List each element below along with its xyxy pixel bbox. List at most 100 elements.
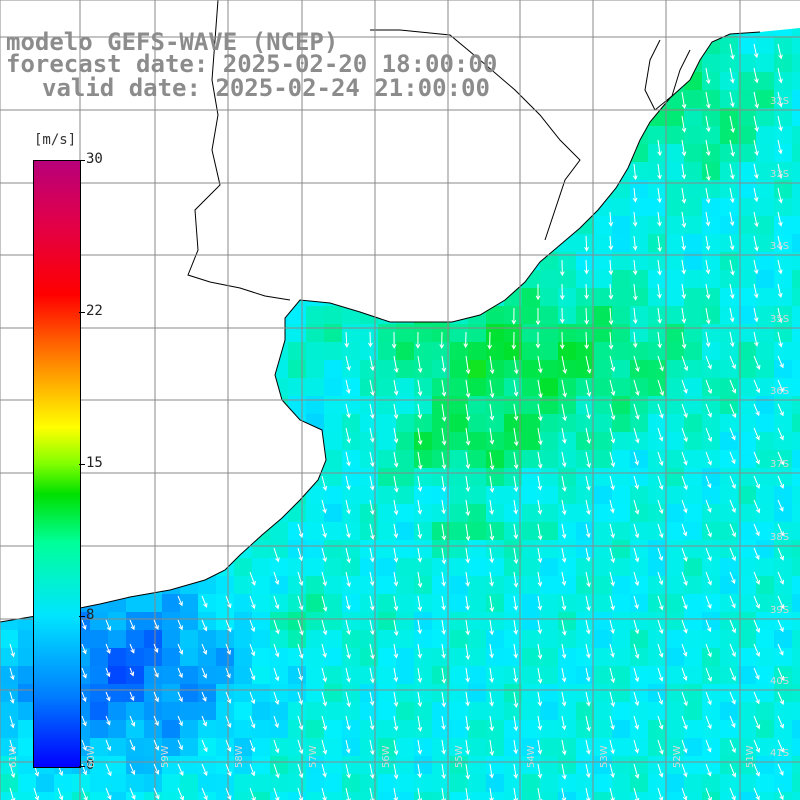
- wind-speed-cell: [36, 774, 55, 793]
- wind-speed-cell: [792, 378, 800, 397]
- wind-speed-cell: [648, 612, 667, 631]
- wind-speed-cell: [666, 702, 685, 721]
- wind-speed-cell: [720, 396, 739, 415]
- wind-arrow: [489, 499, 494, 515]
- wind-speed-cell: [666, 342, 685, 361]
- wind-speed-cell: [90, 666, 109, 685]
- wind-speed-cell: [18, 666, 37, 685]
- wind-speed-cell: [522, 504, 541, 523]
- wind-arrow: [345, 451, 351, 467]
- wind-arrow: [177, 763, 184, 776]
- wind-arrow: [369, 667, 375, 684]
- wind-speed-cell: [756, 756, 775, 775]
- wind-arrow: [681, 283, 687, 300]
- wind-speed-cell: [180, 792, 199, 800]
- wind-speed-cell: [576, 288, 595, 307]
- wind-speed-cell: [324, 504, 343, 523]
- wind-speed-cell: [558, 540, 577, 559]
- wind-speed-cell: [594, 378, 613, 397]
- wind-arrow: [729, 283, 735, 300]
- wind-arrow: [705, 259, 711, 275]
- wind-speed-cell: [684, 738, 703, 757]
- wind-speed-cell: [648, 198, 667, 217]
- wind-speed-cell: [324, 522, 343, 541]
- wind-speed-cell: [522, 738, 541, 757]
- wind-speed-cell: [486, 720, 505, 739]
- wind-arrow: [561, 667, 567, 683]
- wind-speed-cell: [342, 432, 361, 451]
- wind-arrow: [153, 763, 160, 775]
- wind-arrow: [537, 475, 543, 491]
- wind-arrow: [417, 547, 423, 563]
- wind-speed-cell: [774, 288, 793, 307]
- wind-speed-cell: [342, 702, 361, 721]
- wind-speed-cell: [576, 324, 595, 343]
- wind-speed-cell: [720, 450, 739, 469]
- wind-speed-cell: [792, 54, 800, 73]
- wind-arrow: [537, 427, 543, 446]
- wind-speed-cell: [702, 594, 721, 613]
- wind-arrow: [153, 787, 160, 800]
- wind-speed-cell: [594, 396, 613, 415]
- wind-speed-cell: [450, 558, 469, 577]
- wind-speed-cell: [342, 576, 361, 595]
- colorbar-tick-15: 15: [86, 455, 103, 471]
- wind-speed-cell: [792, 270, 800, 289]
- wind-speed-cell: [306, 666, 325, 685]
- wind-speed-cell: [126, 594, 145, 613]
- wind-arrow: [777, 499, 784, 512]
- wind-speed-cell: [792, 396, 800, 415]
- wind-speed-cell: [324, 342, 343, 361]
- wind-arrow: [441, 619, 446, 635]
- wind-arrow: [393, 451, 399, 468]
- wind-arrow: [633, 715, 640, 730]
- wind-arrow: [249, 667, 256, 681]
- wind-arrow: [753, 211, 759, 228]
- wind-arrow: [225, 643, 231, 656]
- wind-speed-cell: [216, 630, 235, 649]
- wind-arrow: [465, 547, 471, 564]
- wind-speed-cell: [576, 414, 595, 433]
- wind-arrow: [681, 499, 688, 514]
- wind-arrow: [225, 691, 232, 704]
- wind-speed-cell: [684, 270, 703, 289]
- longitude-label: 58W: [234, 745, 245, 768]
- wind-speed-cell: [792, 486, 800, 505]
- wind-arrow: [609, 595, 615, 611]
- wind-arrow: [417, 427, 423, 446]
- wind-speed-cell: [576, 306, 595, 325]
- wind-speed-cell: [756, 270, 775, 289]
- wind-speed-cell: [504, 756, 523, 775]
- wind-speed-cell: [576, 756, 595, 775]
- wind-speed-cell: [234, 792, 253, 800]
- wind-speed-cell: [738, 306, 757, 325]
- wind-speed-cell: [126, 756, 145, 775]
- wind-speed-cell: [774, 360, 793, 379]
- latitude-label: 38S: [770, 532, 790, 543]
- wind-speed-cell: [684, 396, 703, 415]
- wind-arrow: [417, 571, 423, 588]
- wind-arrow: [153, 739, 160, 751]
- wind-speed-cell: [522, 594, 541, 613]
- wind-arrow: [753, 283, 759, 299]
- wind-arrow: [415, 331, 421, 349]
- wind-arrow: [632, 235, 638, 251]
- wind-arrow: [129, 715, 136, 727]
- wind-speed-cell: [324, 324, 343, 343]
- wind-speed-cell: [738, 360, 757, 379]
- wind-speed-cell: [378, 630, 397, 649]
- wind-arrow: [537, 691, 543, 707]
- wind-arrow: [537, 763, 543, 779]
- wind-speed-cell: [756, 450, 775, 469]
- wind-speed-cell: [252, 702, 271, 721]
- wind-arrow: [777, 355, 784, 369]
- wind-speed-cell: [612, 270, 631, 289]
- wind-arrow: [465, 403, 471, 422]
- wind-speed-cell: [738, 450, 757, 469]
- wind-speed-cell: [396, 360, 415, 379]
- wind-speed-cell: [738, 504, 757, 523]
- wind-speed-cell: [432, 504, 451, 523]
- wind-speed-cell: [738, 720, 757, 739]
- wind-arrow: [321, 643, 327, 658]
- wind-arrow: [273, 667, 280, 682]
